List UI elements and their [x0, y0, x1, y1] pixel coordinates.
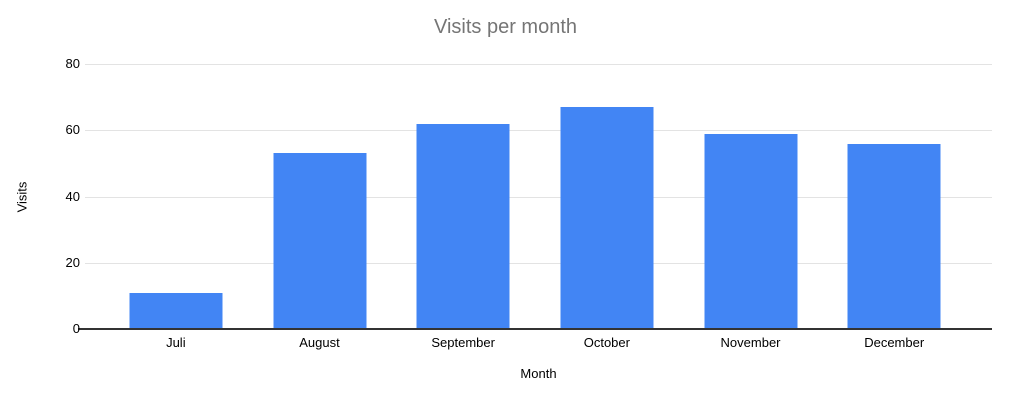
x-tick-label-september: September — [431, 335, 495, 350]
bar-november[interactable] — [704, 133, 798, 329]
x-tick-label-juli: Juli — [166, 335, 186, 350]
gridline-40 — [85, 196, 992, 198]
bar-juli[interactable] — [129, 292, 223, 329]
bar-band — [248, 64, 392, 329]
x-axis-line — [78, 328, 992, 330]
bar-september[interactable] — [416, 123, 510, 329]
bar-band — [822, 64, 966, 329]
plot-area — [85, 64, 992, 329]
gridline-80 — [85, 64, 992, 65]
x-tick-label-november: November — [720, 335, 781, 350]
x-tick-label-december: December — [864, 335, 925, 350]
y-tick-label-20: 20 — [65, 254, 80, 270]
bar-series — [104, 64, 966, 329]
y-axis-title: Visits — [14, 181, 30, 213]
bar-band — [679, 64, 823, 329]
bar-october[interactable] — [560, 107, 654, 329]
bar-band — [104, 64, 248, 329]
x-axis-title: Month — [520, 366, 557, 381]
x-tick-label-october: October — [583, 335, 630, 350]
y-tick-label-80: 80 — [65, 56, 80, 71]
x-tick-label-august: August — [299, 335, 340, 350]
chart-title: Visits per month — [433, 16, 578, 38]
y-tick-label-40: 40 — [65, 188, 80, 204]
y-tick-label-0: 0 — [72, 321, 80, 336]
y-tick-label-60: 60 — [65, 122, 80, 138]
gridline-60 — [85, 130, 992, 132]
x-axis-tick-labels: Juli August September October November Decemb… — [104, 335, 966, 350]
bar-december[interactable] — [847, 143, 941, 329]
bar-band — [535, 64, 679, 329]
gridline-20 — [85, 262, 992, 264]
bar-august[interactable] — [273, 153, 366, 329]
bar-band — [391, 64, 535, 329]
